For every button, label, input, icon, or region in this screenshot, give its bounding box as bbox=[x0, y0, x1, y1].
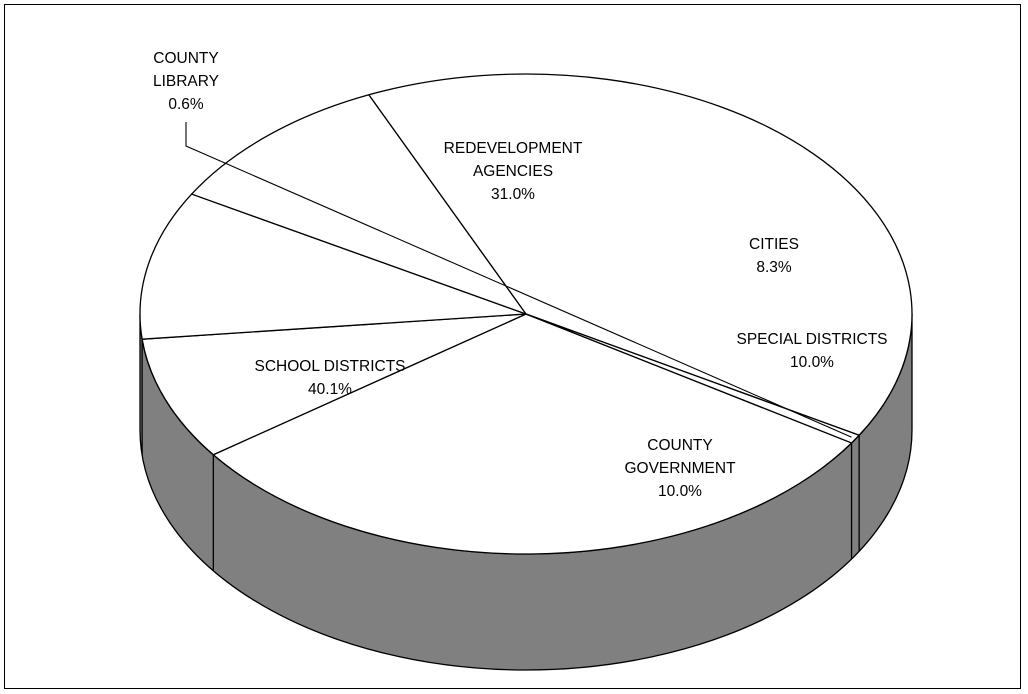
pct-label-cities: 8.3% bbox=[756, 259, 792, 276]
slice-label-county-library: LIBRARY bbox=[153, 73, 219, 90]
pct-label-county-government: 10.0% bbox=[658, 483, 702, 500]
leader-line-county-library bbox=[185, 122, 852, 438]
slice-label-redevelopment-agencies: AGENCIES bbox=[473, 163, 553, 180]
slice-label-school-districts: SCHOOL DISTRICTS bbox=[255, 358, 406, 375]
slice-label-county-government: GOVERNMENT bbox=[624, 460, 736, 477]
slice-label-cities: CITIES bbox=[749, 236, 799, 253]
pct-label-redevelopment-agencies: 31.0% bbox=[491, 186, 535, 203]
pie-label-layer: REDEVELOPMENT AGENCIES 31.0% CITIES 8.3% SPEC… bbox=[153, 50, 888, 500]
pie-top-layer bbox=[139, 73, 913, 555]
pie-slice-special-districts bbox=[139, 193, 527, 340]
pie-slice-redevelopment-agencies bbox=[212, 313, 853, 555]
slice-label-county-library: COUNTY bbox=[153, 50, 218, 67]
slice-label-redevelopment-agencies: REDEVELOPMENT bbox=[444, 140, 583, 157]
pct-label-county-library: 0.6% bbox=[168, 96, 204, 113]
pct-label-school-districts: 40.1% bbox=[308, 381, 352, 398]
slice-label-county-government: COUNTY bbox=[647, 437, 712, 454]
pct-label-special-districts: 10.0% bbox=[790, 354, 834, 371]
pie-slice-cities bbox=[141, 313, 527, 456]
pie-slice-county-library bbox=[525, 313, 860, 444]
pie-slice-school-districts bbox=[368, 73, 913, 436]
slice-label-special-districts: SPECIAL DISTRICTS bbox=[736, 331, 887, 348]
pie-slice-county-government bbox=[191, 94, 527, 315]
